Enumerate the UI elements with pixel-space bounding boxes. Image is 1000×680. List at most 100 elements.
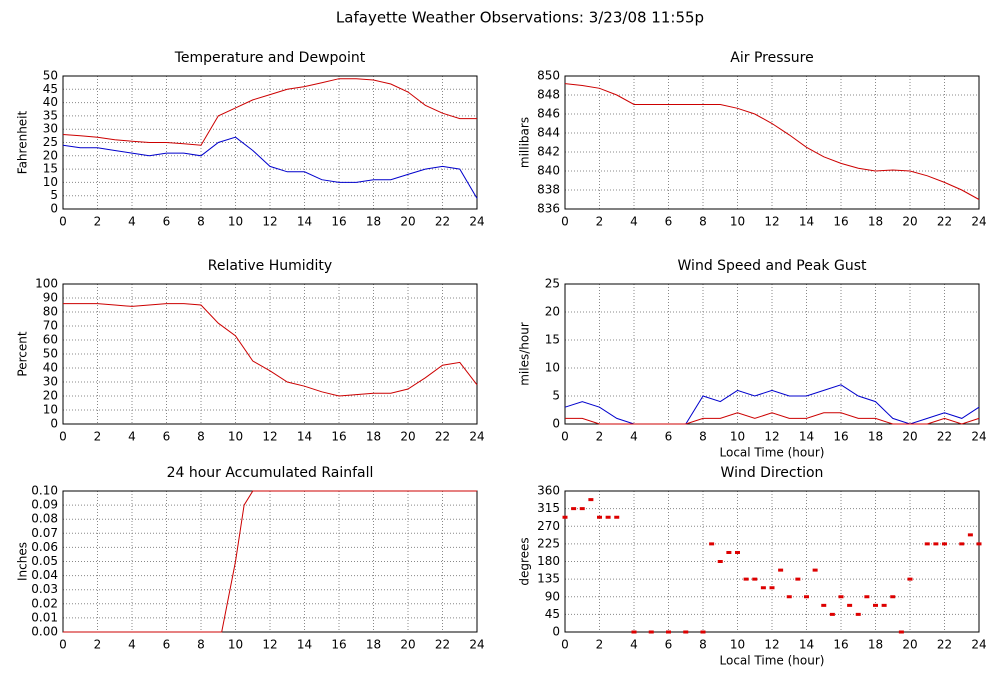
x-tick-label: 22	[435, 430, 450, 444]
x-tick-label: 20	[400, 638, 415, 652]
point	[829, 612, 835, 616]
y-axis-label: Fahrenheit	[16, 110, 30, 174]
y-axis-label: Percent	[16, 331, 30, 376]
y-tick-label: 20	[43, 148, 58, 162]
x-tick-label: 8	[699, 215, 707, 229]
x-tick-label: 10	[228, 215, 243, 229]
y-tick-label: 0.05	[31, 554, 58, 568]
x-tick-label: 24	[469, 638, 484, 652]
y-tick-label: 50	[43, 347, 58, 361]
y-tick-label: 0.04	[31, 568, 58, 582]
y-tick-label: 0	[50, 417, 58, 431]
x-tick-label: 8	[197, 638, 205, 652]
x-tick-label: 24	[971, 215, 986, 229]
y-tick-label: 850	[537, 69, 560, 83]
x-tick-label: 6	[665, 638, 673, 652]
x-tick-label: 24	[971, 638, 986, 652]
point	[924, 542, 930, 546]
x-tick-label: 10	[228, 638, 243, 652]
y-tick-label: 836	[537, 202, 560, 216]
x-tick-label: 14	[297, 215, 312, 229]
y-axis-label: millibars	[518, 117, 532, 168]
x-tick-label: 12	[262, 430, 277, 444]
x-tick-label: 12	[764, 430, 779, 444]
y-tick-label: 25	[545, 277, 560, 291]
y-tick-label: 846	[537, 107, 560, 121]
page-title: Lafayette Weather Observations: 3/23/08 …	[336, 9, 704, 27]
y-tick-label: 45	[545, 607, 560, 621]
point	[847, 603, 853, 607]
x-tick-label: 4	[128, 638, 136, 652]
y-tick-label: 0.09	[31, 498, 58, 512]
x-axis-label: Local Time (hour)	[720, 446, 825, 460]
point	[605, 515, 611, 519]
x-tick-label: 2	[94, 638, 102, 652]
plot-frame	[62, 75, 478, 210]
point	[855, 612, 861, 616]
x-tick-label: 22	[937, 215, 952, 229]
x-tick-label: 2	[596, 638, 604, 652]
x-tick-label: 18	[868, 215, 883, 229]
point	[959, 542, 965, 546]
x-tick-label: 16	[833, 215, 848, 229]
point	[571, 507, 577, 511]
chart-title: Air Pressure	[730, 50, 813, 66]
y-tick-label: 270	[537, 519, 560, 533]
point	[786, 595, 792, 599]
point	[942, 542, 947, 546]
x-tick-label: 0	[561, 215, 569, 229]
point	[760, 586, 766, 590]
x-tick-label: 20	[902, 638, 917, 652]
y-tick-label: 842	[537, 145, 560, 159]
series-line	[62, 136, 478, 199]
y-tick-label: 0	[50, 202, 58, 216]
y-tick-label: 30	[43, 122, 58, 136]
x-tick-label: 4	[630, 638, 638, 652]
point	[562, 515, 568, 519]
chart-title: Wind Speed and Peak Gust	[678, 258, 867, 274]
point	[778, 568, 784, 572]
y-tick-label: 50	[43, 69, 58, 83]
y-tick-label: 40	[43, 361, 58, 375]
y-tick-label: 0.10	[31, 484, 58, 498]
x-tick-label: 18	[868, 430, 883, 444]
point	[579, 507, 585, 511]
x-tick-label: 16	[833, 638, 848, 652]
x-tick-label: 16	[833, 430, 848, 444]
y-tick-label: 40	[43, 95, 58, 109]
x-tick-label: 18	[366, 638, 381, 652]
x-tick-label: 10	[730, 638, 745, 652]
point	[588, 498, 594, 502]
x-tick-label: 20	[400, 215, 415, 229]
x-tick-label: 4	[128, 215, 136, 229]
y-tick-label: 838	[537, 183, 560, 197]
y-tick-label: 5	[552, 389, 560, 403]
x-tick-label: 2	[94, 215, 102, 229]
y-tick-label: 10	[545, 361, 560, 375]
y-tick-label: 0	[552, 625, 560, 639]
y-tick-label: 0.08	[31, 512, 58, 526]
y-tick-label: 0.02	[31, 596, 58, 610]
x-tick-label: 12	[262, 638, 277, 652]
y-tick-label: 30	[43, 375, 58, 389]
point	[717, 560, 723, 563]
point	[804, 595, 809, 599]
chart-title: Relative Humidity	[208, 258, 332, 274]
y-tick-label: 10	[43, 403, 58, 417]
y-tick-label: 180	[537, 554, 560, 568]
x-tick-label: 18	[868, 638, 883, 652]
point	[898, 630, 904, 634]
y-tick-label: 840	[537, 164, 560, 178]
x-tick-label: 2	[596, 215, 604, 229]
y-tick-label: 35	[43, 108, 58, 122]
x-tick-label: 18	[366, 430, 381, 444]
x-tick-label: 0	[59, 215, 67, 229]
x-tick-label: 16	[331, 430, 346, 444]
y-tick-label: 70	[43, 319, 58, 333]
x-tick-label: 12	[764, 638, 779, 652]
y-tick-label: 25	[43, 135, 58, 149]
x-tick-label: 10	[228, 430, 243, 444]
point	[743, 577, 749, 581]
chart-title: Wind Direction	[721, 465, 824, 481]
